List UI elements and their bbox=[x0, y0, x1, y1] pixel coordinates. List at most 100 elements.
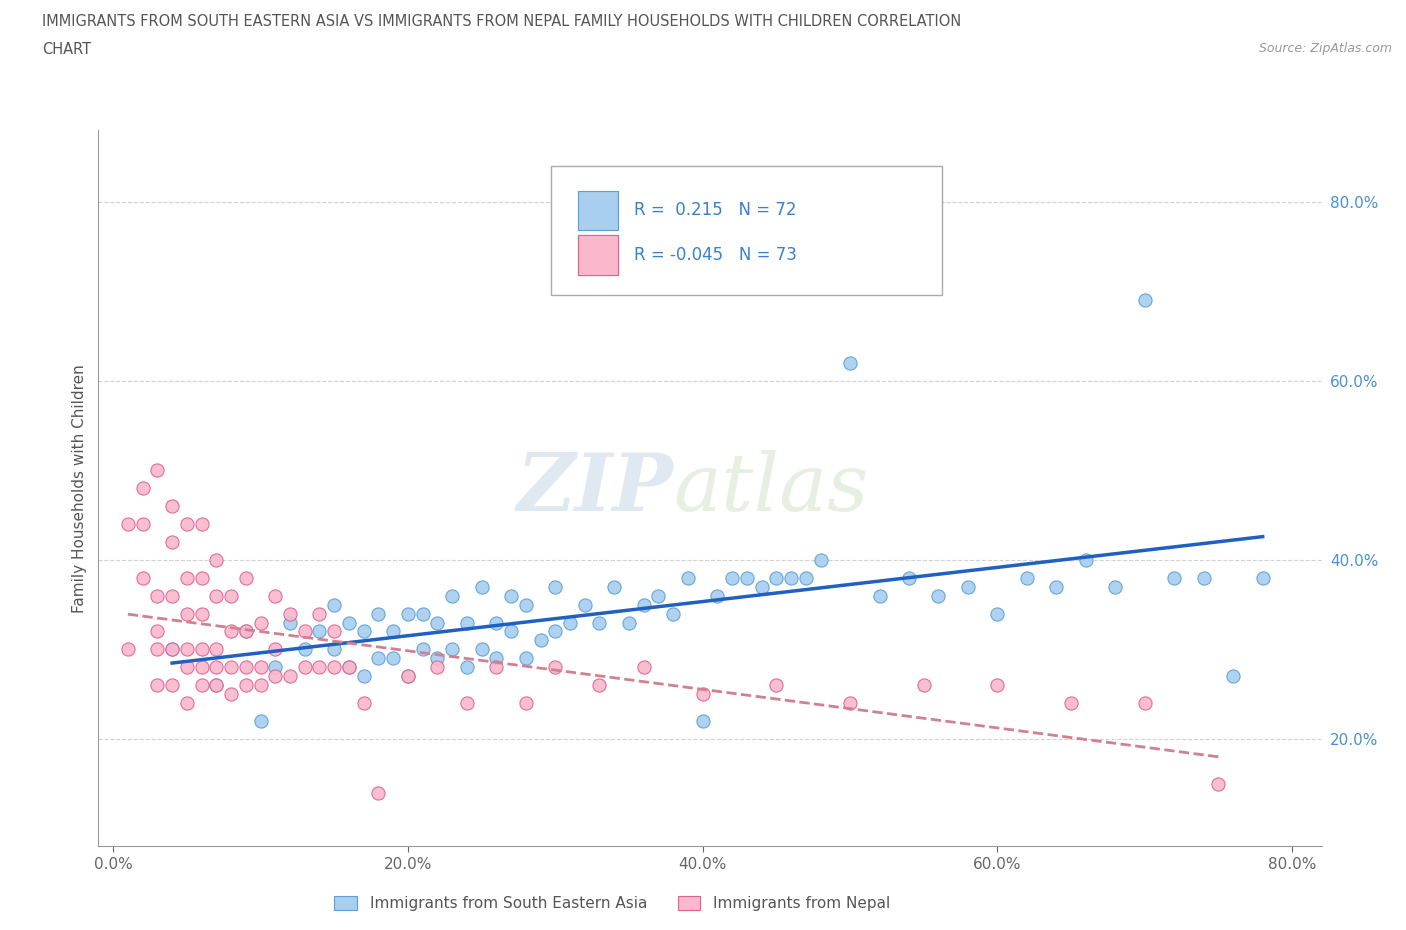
Point bbox=[839, 355, 862, 370]
Point bbox=[1133, 696, 1156, 711]
Point bbox=[456, 696, 478, 711]
Point bbox=[662, 606, 685, 621]
Text: Source: ZipAtlas.com: Source: ZipAtlas.com bbox=[1258, 42, 1392, 55]
Point bbox=[721, 570, 744, 585]
Point bbox=[146, 642, 169, 657]
Point bbox=[219, 686, 242, 701]
Point bbox=[190, 642, 212, 657]
Bar bbox=[578, 235, 619, 275]
Point bbox=[190, 570, 212, 585]
Point bbox=[1222, 669, 1244, 684]
Point bbox=[692, 713, 714, 728]
Point bbox=[323, 642, 346, 657]
Point bbox=[499, 624, 522, 639]
Point bbox=[117, 517, 139, 532]
Point bbox=[426, 615, 449, 630]
Point bbox=[205, 678, 228, 693]
Point bbox=[706, 589, 728, 604]
Point bbox=[190, 606, 212, 621]
Text: R = -0.045   N = 73: R = -0.045 N = 73 bbox=[634, 246, 797, 264]
Point bbox=[633, 597, 655, 612]
Point bbox=[396, 669, 419, 684]
Point bbox=[205, 678, 228, 693]
Point bbox=[456, 615, 478, 630]
Point bbox=[353, 669, 375, 684]
Point bbox=[235, 624, 257, 639]
Point bbox=[839, 696, 862, 711]
Point bbox=[1251, 570, 1274, 585]
Point bbox=[176, 642, 198, 657]
Point bbox=[176, 570, 198, 585]
Bar bbox=[578, 235, 619, 275]
Point bbox=[1060, 696, 1083, 711]
Point bbox=[765, 678, 787, 693]
Point bbox=[1192, 570, 1215, 585]
Point bbox=[794, 570, 817, 585]
Point bbox=[426, 651, 449, 666]
Point bbox=[146, 678, 169, 693]
Point bbox=[780, 570, 803, 585]
Text: CHART: CHART bbox=[42, 42, 91, 57]
Point bbox=[810, 552, 832, 567]
Point bbox=[382, 651, 405, 666]
Point bbox=[337, 660, 360, 675]
Point bbox=[367, 606, 389, 621]
Legend: Immigrants from South Eastern Asia, Immigrants from Nepal: Immigrants from South Eastern Asia, Immi… bbox=[329, 890, 896, 917]
Point bbox=[205, 589, 228, 604]
Point bbox=[160, 642, 183, 657]
Point bbox=[160, 678, 183, 693]
Text: atlas: atlas bbox=[673, 449, 869, 527]
Point bbox=[176, 696, 198, 711]
Point bbox=[176, 606, 198, 621]
Point bbox=[382, 624, 405, 639]
Point bbox=[323, 660, 346, 675]
Point bbox=[1074, 552, 1097, 567]
Point bbox=[308, 624, 330, 639]
Point bbox=[633, 660, 655, 675]
Point bbox=[278, 669, 301, 684]
Point bbox=[912, 678, 935, 693]
Point bbox=[367, 651, 389, 666]
Point bbox=[264, 669, 287, 684]
Point bbox=[456, 660, 478, 675]
Point bbox=[396, 669, 419, 684]
Point bbox=[176, 660, 198, 675]
FancyBboxPatch shape bbox=[551, 166, 942, 295]
Point bbox=[515, 651, 537, 666]
Point bbox=[249, 678, 271, 693]
Point bbox=[603, 579, 626, 594]
Text: IMMIGRANTS FROM SOUTH EASTERN ASIA VS IMMIGRANTS FROM NEPAL FAMILY HOUSEHOLDS WI: IMMIGRANTS FROM SOUTH EASTERN ASIA VS IM… bbox=[42, 14, 962, 29]
Point bbox=[264, 589, 287, 604]
Point bbox=[869, 589, 891, 604]
Point bbox=[278, 606, 301, 621]
Point bbox=[160, 642, 183, 657]
Point bbox=[647, 589, 669, 604]
Point bbox=[190, 517, 212, 532]
Point bbox=[986, 678, 1008, 693]
Point bbox=[735, 570, 758, 585]
Point bbox=[337, 660, 360, 675]
Point bbox=[441, 589, 464, 604]
Point bbox=[308, 660, 330, 675]
Point bbox=[131, 517, 153, 532]
Text: R =  0.215   N = 72: R = 0.215 N = 72 bbox=[634, 202, 797, 219]
Point bbox=[131, 481, 153, 496]
Point bbox=[249, 615, 271, 630]
Point bbox=[205, 642, 228, 657]
Y-axis label: Family Households with Children: Family Households with Children bbox=[72, 364, 87, 613]
Point bbox=[219, 660, 242, 675]
Point bbox=[515, 696, 537, 711]
Point bbox=[294, 624, 316, 639]
Point bbox=[235, 624, 257, 639]
Point bbox=[176, 517, 198, 532]
Point bbox=[956, 579, 979, 594]
Point bbox=[249, 660, 271, 675]
Point bbox=[765, 570, 787, 585]
Point bbox=[544, 579, 567, 594]
Point bbox=[219, 589, 242, 604]
Point bbox=[617, 615, 640, 630]
Point bbox=[353, 696, 375, 711]
Point bbox=[117, 642, 139, 657]
Point bbox=[1133, 293, 1156, 308]
Point bbox=[515, 597, 537, 612]
